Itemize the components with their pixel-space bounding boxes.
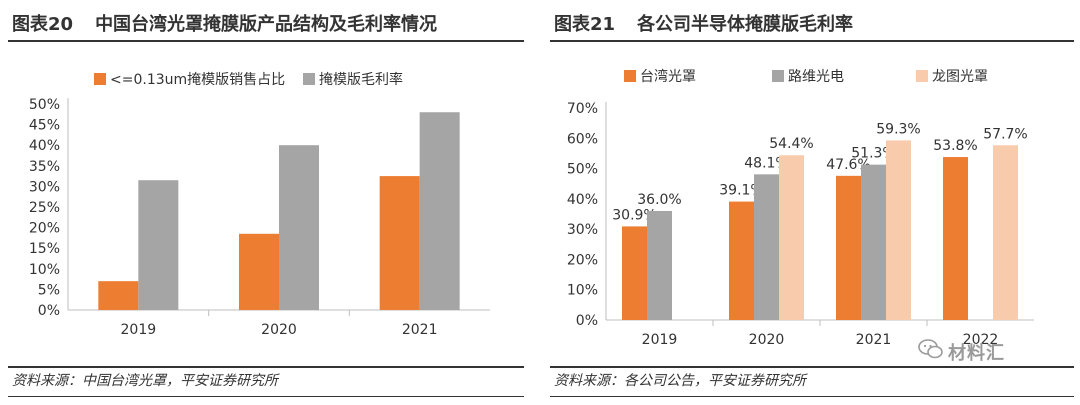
bar-龙图光罩 [779, 155, 804, 320]
y-tick-label: 30% [29, 179, 60, 195]
bar-掩模版毛利率 [279, 145, 319, 310]
x-tick-label: 2020 [749, 332, 785, 348]
legend-label: 路维光电 [788, 69, 844, 85]
y-tick-label: 20% [29, 221, 60, 237]
legend-label: <=0.13um掩模版销售占比 [110, 72, 285, 88]
y-tick-label: 45% [29, 118, 60, 134]
y-tick-label: 10% [29, 262, 60, 278]
figure-label-right: 图表21 [554, 14, 616, 35]
y-tick-label: 70% [567, 101, 598, 117]
legend-label: 台湾光罩 [640, 68, 696, 85]
bar-<=0.13um掩模版销售占比 [98, 281, 139, 310]
bar-台湾光罩 [622, 226, 647, 320]
x-tick-label: 2019 [121, 322, 157, 338]
legend-swatch-<=0.13um掩模版销售占比 [94, 73, 106, 85]
figure-label-left: 图表20 [12, 14, 74, 35]
bar-台湾光罩 [943, 157, 968, 320]
bottom-rule-right [550, 396, 1074, 397]
data-label: 59.3% [876, 121, 920, 137]
x-tick-label: 2022 [963, 332, 999, 348]
y-tick-label: 0% [576, 313, 598, 329]
legend-swatch-台湾光罩 [624, 70, 636, 82]
bar-<=0.13um掩模版销售占比 [239, 233, 279, 310]
y-tick-label: 5% [38, 282, 60, 298]
bar-chart-left: 0% 5% 10% 15% 20% 25% 30% 35% 40% 45% 50% 2019 2020 2… [29, 71, 490, 338]
source-note-right: 资料来源：各公司公告，平安证券研究所 [554, 373, 806, 389]
data-label: 53.8% [933, 138, 977, 154]
x-tick-label: 2020 [261, 322, 297, 338]
y-tick-label: 60% [567, 131, 598, 147]
bar-龙图光罩 [886, 140, 911, 320]
watermark: 材料汇 [918, 338, 1058, 364]
source-note-left: 资料来源：中国台湾光罩，平安证券研究所 [12, 373, 278, 389]
data-label: 51.3% [851, 146, 895, 162]
y-tick-label: 15% [29, 241, 60, 257]
data-label: 54.4% [769, 136, 813, 152]
y-tick-label: 50% [29, 97, 60, 113]
figure-caption-left: 中国台湾光罩掩膜版产品结构及毛利率情况 [95, 14, 438, 35]
bar-台湾光罩 [836, 175, 861, 320]
y-tick-label: 35% [29, 159, 60, 175]
bar-<=0.13um掩模版销售占比 [379, 176, 420, 310]
bar-掩模版毛利率 [419, 112, 460, 311]
x-tick-label: 2021 [402, 322, 438, 338]
chart-panel-left: 图表20 中国台湾光罩掩膜版产品结构及毛利率情况 0% 5% 10% 15% 20% 25%… [8, 0, 524, 405]
y-tick-label: 0% [38, 303, 60, 319]
legend-swatch-掩模版毛利率 [303, 73, 315, 85]
wechat-icon [918, 339, 943, 359]
bar-chart-right: 0% 10% 20% 30% 40% 50% 60% 70% 30.9%36.0% 2019 39.… [567, 68, 1034, 348]
data-label: 30.9% [612, 207, 656, 223]
legend-swatch-路维光电 [772, 70, 784, 82]
figure-title-left: 图表20 中国台湾光罩掩膜版产品结构及毛利率情况 [12, 10, 437, 36]
x-tick-label: 2021 [856, 332, 892, 348]
y-tick-label: 25% [29, 200, 60, 216]
legend-swatch-龙图光罩 [916, 70, 928, 82]
bottom-rule-left [8, 396, 524, 397]
watermark-text: 材料汇 [948, 343, 1005, 364]
legend-label: 掩模版毛利率 [319, 71, 403, 88]
bar-路维光电 [861, 164, 886, 320]
bar-路维光电 [647, 210, 672, 320]
source-rule-right [550, 366, 1074, 368]
bar-龙图光罩 [993, 145, 1018, 320]
y-tick-label: 50% [567, 162, 598, 178]
bar-路维光电 [754, 174, 779, 320]
source-rule-left [8, 366, 524, 368]
y-tick-label: 40% [567, 192, 598, 208]
figure-title-right: 图表21 各公司半导体掩膜版毛利率 [554, 10, 853, 36]
bar-台湾光罩 [729, 201, 754, 320]
title-rule-right [550, 40, 1074, 42]
data-label: 57.7% [983, 126, 1027, 142]
y-tick-label: 20% [567, 252, 598, 268]
x-tick-label: 2019 [642, 332, 678, 348]
figure-caption-right: 各公司半导体掩膜版毛利率 [637, 14, 854, 35]
y-tick-label: 40% [29, 138, 60, 154]
data-label: 39.1% [719, 183, 763, 199]
legend-label: 龙图光罩 [932, 69, 988, 85]
title-rule-left [8, 40, 524, 42]
data-label: 36.0% [637, 192, 681, 208]
data-label: 47.6% [826, 157, 870, 173]
data-label: 48.1% [744, 155, 788, 171]
bar-掩模版毛利率 [138, 180, 179, 310]
y-tick-label: 10% [567, 283, 598, 299]
chart-panel-right: 图表21 各公司半导体掩膜版毛利率 0% 10% 20% 30% 40% 50% 60% 70%… [550, 0, 1074, 405]
y-tick-label: 30% [567, 222, 598, 238]
